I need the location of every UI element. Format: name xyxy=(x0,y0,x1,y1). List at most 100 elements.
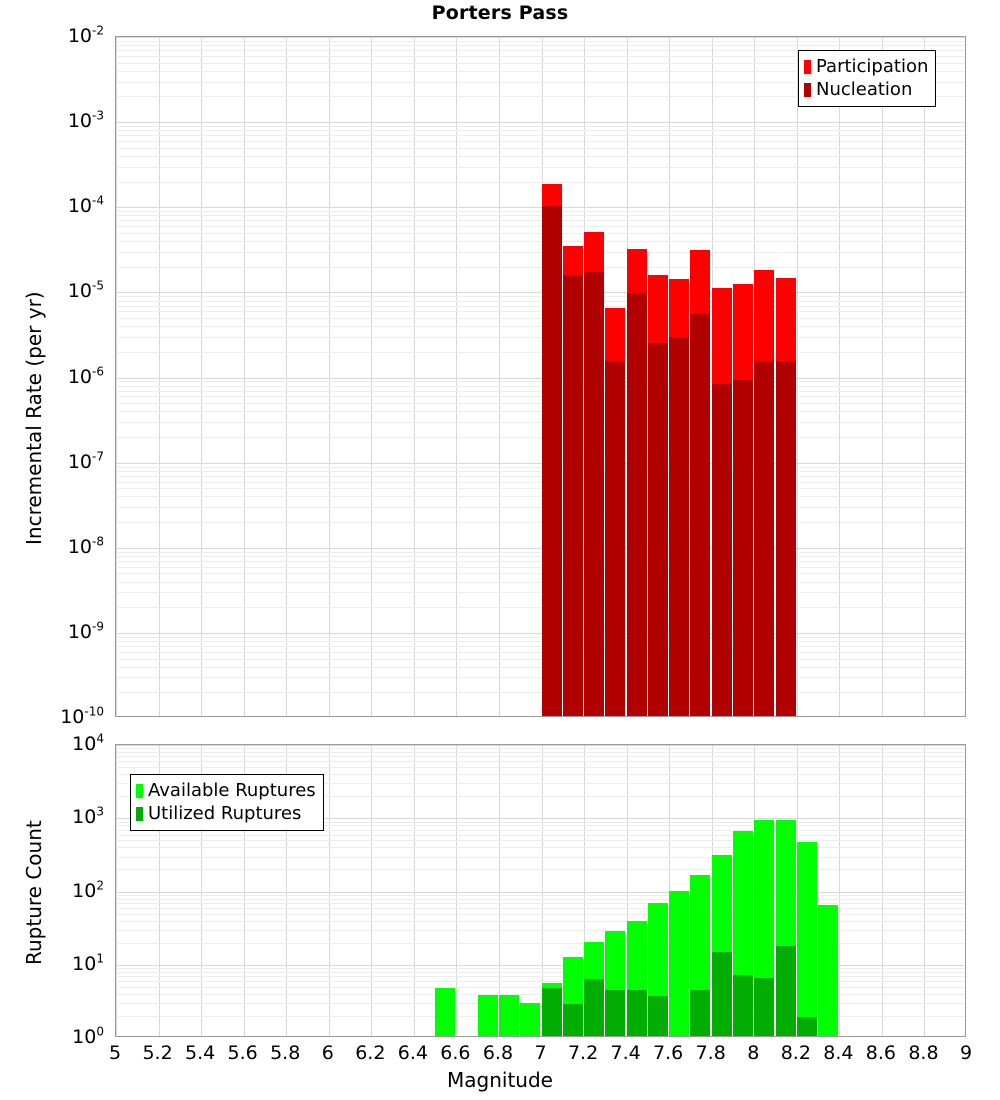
gridline-horizontal-minor xyxy=(116,774,965,775)
bar-segment-available xyxy=(669,891,690,1036)
gridline-vertical xyxy=(116,745,117,1036)
legend-swatch-icon xyxy=(804,82,811,97)
bar-segment-utilized xyxy=(562,1004,583,1036)
gridline-horizontal-minor xyxy=(116,56,965,57)
bar-group xyxy=(541,37,562,716)
gridline-horizontal-minor xyxy=(116,646,965,647)
x-tick-label: 6.4 xyxy=(397,1042,428,1064)
incremental-rate-plot-panel xyxy=(115,36,966,717)
bar-segment-utilized xyxy=(754,977,775,1036)
gridline-horizontal-minor xyxy=(116,241,965,242)
gridline-horizontal-minor xyxy=(116,677,965,678)
bar-group xyxy=(711,745,732,1036)
gridline-horizontal-minor xyxy=(116,318,965,319)
bar-segment-utilized xyxy=(690,989,711,1036)
gridline-vertical xyxy=(371,745,372,1036)
bar-segment-nucleation xyxy=(605,360,626,716)
gridline-vertical xyxy=(584,745,585,1036)
y-tick-label: 10-7 xyxy=(67,449,104,473)
gridline-vertical xyxy=(329,37,330,716)
gridline-horizontal-minor xyxy=(116,267,965,268)
bar-group xyxy=(775,745,796,1036)
gridline-horizontal-minor xyxy=(116,981,965,982)
legend-swatch-icon xyxy=(804,59,811,74)
gridline-horizontal-major xyxy=(116,207,965,208)
gridline-horizontal-minor xyxy=(116,252,965,253)
gridline-horizontal-minor xyxy=(116,994,965,995)
gridline-horizontal-minor xyxy=(116,396,965,397)
bar-group xyxy=(584,37,605,716)
bar-group xyxy=(562,37,583,716)
gridline-vertical xyxy=(542,745,543,1036)
legend-swatch-icon xyxy=(136,806,143,821)
gridline-vertical xyxy=(839,37,840,716)
y-tick-label: 103 xyxy=(72,804,104,829)
gridline-horizontal-minor xyxy=(116,987,965,988)
incremental-rate-plot-area xyxy=(116,37,965,716)
x-tick-label: 5.8 xyxy=(270,1042,301,1064)
gridline-horizontal-major xyxy=(116,745,965,746)
bar-segment-utilized xyxy=(711,952,732,1036)
x-tick-label: 5.2 xyxy=(142,1042,173,1064)
bar-group xyxy=(626,37,647,716)
gridline-horizontal-minor xyxy=(116,411,965,412)
gridline-horizontal-minor xyxy=(116,552,965,553)
bar-group xyxy=(818,745,839,1036)
gridline-horizontal-major xyxy=(116,292,965,293)
gridline-vertical xyxy=(839,745,840,1036)
legend-label: Nucleation xyxy=(816,78,913,100)
x-tick-label: 7.6 xyxy=(653,1042,684,1064)
gridline-horizontal-minor xyxy=(116,130,965,131)
gridline-horizontal-minor xyxy=(116,422,965,423)
gridline-horizontal-minor xyxy=(116,215,965,216)
bar-segment-available xyxy=(520,1003,541,1036)
rupture-count-legend-item[interactable]: Available Ruptures xyxy=(136,779,316,802)
bar-group xyxy=(541,745,562,1036)
gridline-horizontal-minor xyxy=(116,522,965,523)
gridline-horizontal-minor xyxy=(116,847,965,848)
x-tick-label: 8.8 xyxy=(908,1042,939,1064)
bar-segment-available xyxy=(818,904,839,1036)
bar-segment-utilized xyxy=(605,989,626,1036)
gridline-horizontal-minor xyxy=(116,869,965,870)
gridline-horizontal-minor xyxy=(116,82,965,83)
page-title: Porters Pass xyxy=(431,2,569,24)
bar-group xyxy=(732,745,754,1036)
gridline-horizontal-minor xyxy=(116,337,965,338)
gridline-horizontal-minor xyxy=(116,391,965,392)
gridline-horizontal-minor xyxy=(116,476,965,477)
y-tick-label: 10-8 xyxy=(67,534,104,558)
gridline-horizontal-minor xyxy=(116,857,965,858)
top-y-axis-title: Incremental Rate (per yr) xyxy=(22,291,46,545)
gridline-horizontal-minor xyxy=(116,582,965,583)
bottom-y-axis-title: Rupture Count xyxy=(22,820,46,965)
gridline-horizontal-major xyxy=(116,818,965,819)
y-tick-label: 10-6 xyxy=(67,364,104,388)
bar-group xyxy=(520,745,541,1036)
bar-group xyxy=(435,745,456,1036)
gridline-horizontal-minor xyxy=(116,835,965,836)
gridline-vertical xyxy=(201,745,202,1036)
bar-group xyxy=(775,37,796,716)
incremental-rate-legend-item[interactable]: Nucleation xyxy=(804,78,928,101)
x-tick-label: 7.2 xyxy=(567,1042,599,1064)
bar-group xyxy=(711,37,732,716)
y-tick-label: 10-2 xyxy=(67,23,104,47)
gridline-horizontal-minor xyxy=(116,567,965,568)
rupture-count-legend-item[interactable]: Utilized Ruptures xyxy=(136,802,316,825)
gridline-horizontal-minor xyxy=(116,692,965,693)
gridline-horizontal-minor xyxy=(116,903,965,904)
gridline-horizontal-minor xyxy=(116,895,965,896)
gridline-vertical xyxy=(244,745,245,1036)
incremental-rate-legend-item[interactable]: Participation xyxy=(804,55,928,78)
gridline-horizontal-minor xyxy=(116,637,965,638)
bar-segment-utilized xyxy=(584,979,605,1036)
gridline-vertical xyxy=(456,745,457,1036)
gridline-horizontal-minor xyxy=(116,767,965,768)
gridline-vertical xyxy=(797,37,798,716)
gridline-vertical xyxy=(456,37,457,716)
gridline-horizontal-minor xyxy=(116,783,965,784)
gridline-vertical xyxy=(924,745,925,1036)
gridline-horizontal-minor xyxy=(116,71,965,72)
gridline-horizontal-minor xyxy=(116,641,965,642)
